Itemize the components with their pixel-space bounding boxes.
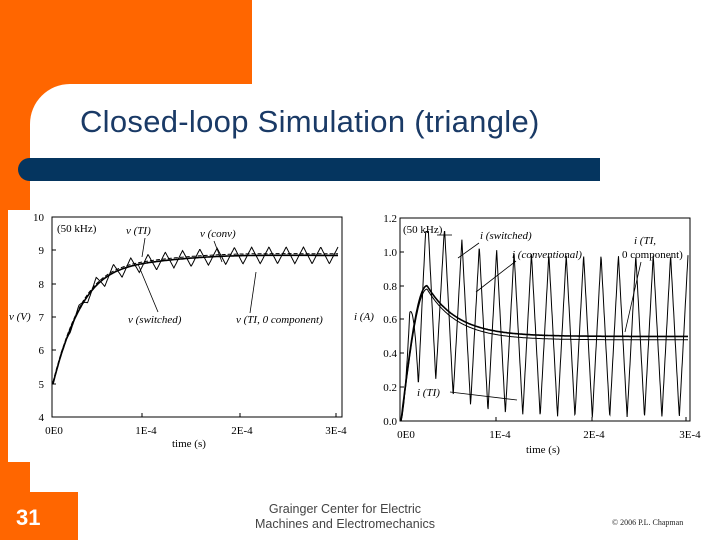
voltage-xtick-label: 3E-4 [325,425,347,437]
current-ytick-label: 1.2 [383,213,397,225]
current-annotation-arrows [437,234,642,401]
voltage-axis-label: v (V) [9,311,31,323]
voltage-frequency-label: (50 kHz) [57,223,97,235]
current-ti-label: i (TI) [417,387,440,399]
title-underline-bar [18,158,600,181]
current-ti-curve [400,284,688,422]
current-xtick-label: 0E0 [397,429,415,441]
current-xtick-label: 2E-4 [583,429,605,441]
current-switched-label: i (switched) [480,230,532,242]
voltage-xtick-label: 1E-4 [135,425,157,437]
voltage-xtick-label: 0E0 [45,425,63,437]
footer-line-1: Grainger Center for Electric [268,502,422,516]
current-chart: 0.0 0.2 0.4 0.6 0.8 1.0 1.2 0E0 1E-4 2E-… [352,210,716,462]
voltage-conv-label: v (conv) [200,228,236,240]
current-ytick-label: 0.6 [383,314,397,326]
simulation-figure: 4 5 6 7 8 9 10 0E0 1E-4 2E-4 3E-4 v (V) … [8,210,716,462]
slide-number-box [0,492,78,540]
current-y-ticks [400,217,687,422]
voltage-switched-label: v (switched) [128,314,182,326]
current-ti-zero-label-2: 0 component) [622,249,683,261]
voltage-conventional-curve [52,253,338,383]
voltage-ytick-label: 4 [39,412,45,424]
current-ytick-label: 1.0 [383,247,397,259]
voltage-ytick-label: 10 [33,212,45,224]
voltage-chart-background [8,210,348,462]
voltage-y-ticks [52,216,337,418]
current-conventional-curve [400,288,688,422]
slide-title: Closed-loop Simulation (triangle) [80,104,540,139]
current-xtick-label: 1E-4 [489,429,511,441]
slide-number: 31 [16,505,41,530]
voltage-ti-zero-label: v (TI, 0 component) [236,314,323,326]
current-conventional-label: i (conventional) [512,249,582,261]
voltage-annotation-arrows [137,237,257,314]
voltage-time-label: time (s) [172,438,206,450]
current-ytick-label: 0.2 [383,382,397,394]
voltage-ytick-label: 7 [39,312,45,324]
current-frequency-label: (50 kHz) [403,224,443,236]
footer-institution: Grainger Center for Electric Machines an… [238,502,452,532]
voltage-chart: 4 5 6 7 8 9 10 0E0 1E-4 2E-4 3E-4 v (V) … [8,210,348,462]
current-xtick-label: 3E-4 [679,429,701,441]
current-axis-label: i (A) [354,311,374,323]
voltage-ti-label: v (TI) [126,225,151,237]
voltage-ytick-label: 6 [39,345,45,357]
title-area [30,84,720,158]
current-ti-zero-label-1: i (TI, [634,235,656,247]
current-ytick-label: 0.4 [383,348,397,360]
voltage-ytick-label: 8 [39,279,45,291]
current-ytick-label: 0.0 [383,416,397,428]
voltage-ti-curve [52,254,338,384]
current-ytick-label: 0.8 [383,281,397,293]
voltage-ytick-label: 9 [39,245,45,257]
voltage-ytick-label: 5 [39,379,45,391]
footer-line-2: Machines and Electromechanics [255,517,435,531]
current-time-label: time (s) [526,444,560,456]
voltage-xtick-label: 2E-4 [231,425,253,437]
footer-copyright: © 2006 P.L. Chapman [612,518,684,527]
